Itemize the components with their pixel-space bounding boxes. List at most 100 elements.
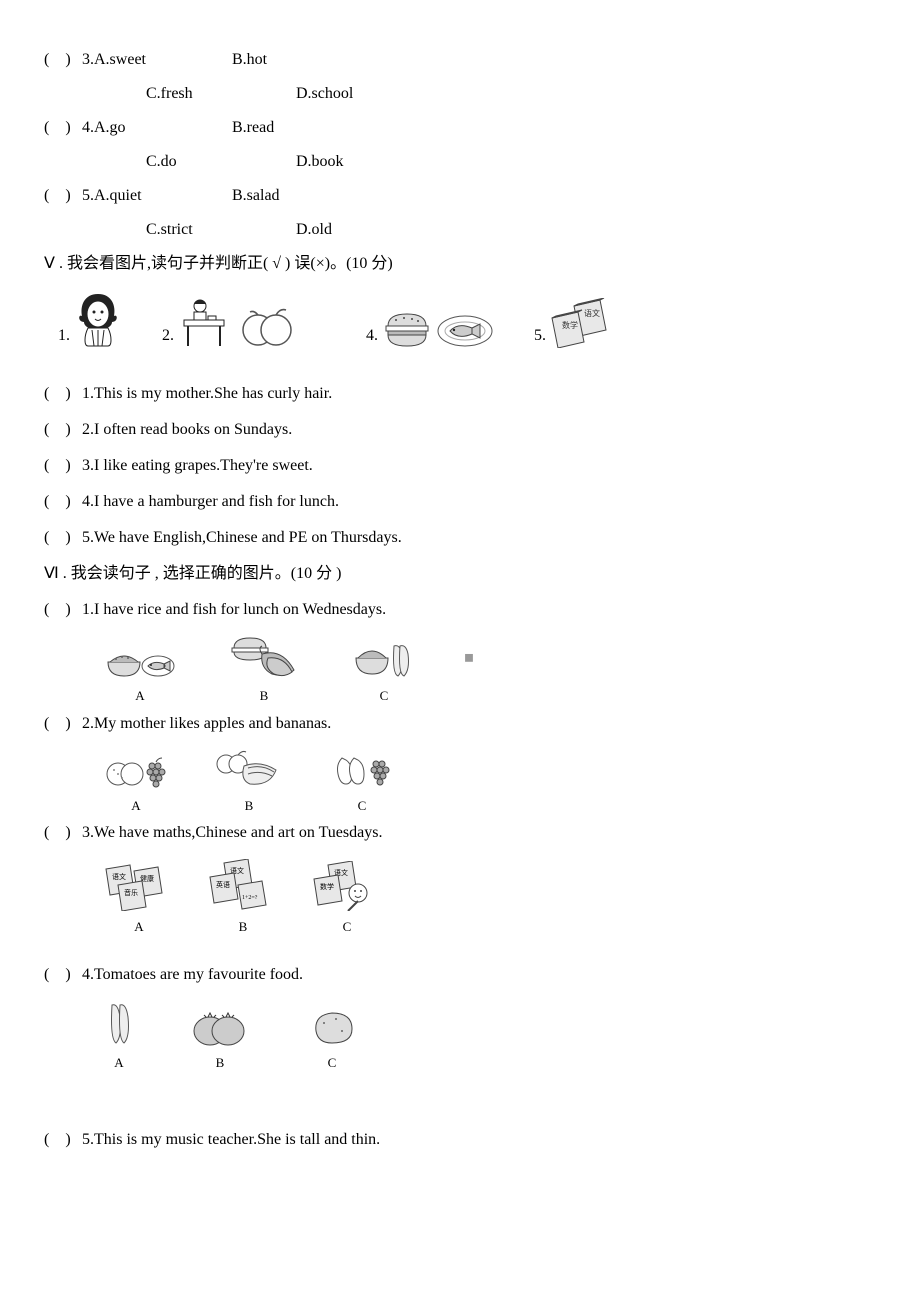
books-b-icon: 语文 英语 1+2=? <box>208 859 278 911</box>
mc-4-b: B.read <box>232 116 382 140</box>
vi-4-a: A <box>104 1001 134 1073</box>
v-img-idx-5: 5. <box>534 324 546 348</box>
hamburger-icon <box>382 312 432 348</box>
paren: ( ) <box>44 526 82 550</box>
mc-3-a: 3.A.sweet <box>82 48 232 72</box>
books-a-icon: 语文 健康 音乐 <box>104 863 174 911</box>
v-item-3: ( ) 3.I like eating grapes.They're sweet… <box>44 454 876 478</box>
v-text-4: 4.I have a hamburger and fish for lunch. <box>82 490 339 514</box>
paren: ( ) <box>44 598 82 622</box>
potato-icon <box>306 1007 358 1047</box>
choice-label-c: C <box>358 796 367 816</box>
rice-fish-icon <box>104 646 176 680</box>
mc-row-4: ( ) 4.A.go B.read <box>44 116 876 140</box>
mc-row-3-cd: C.fresh D.school <box>44 82 876 106</box>
vi-3-choices: 语文 健康 音乐 A 语文 英语 1+2=? B 语文 数学 C <box>104 859 876 937</box>
books-c-icon: 语文 数学 <box>312 861 382 911</box>
fish-plate-icon <box>436 314 494 348</box>
vi-text-5: 5.This is my music teacher.She is tall a… <box>82 1128 380 1152</box>
mc-4-a: 4.A.go <box>82 116 232 140</box>
vi-2-a: A <box>104 752 168 816</box>
choice-label-c: C <box>380 686 389 706</box>
girl-desk-icon <box>178 296 236 348</box>
svg-text:数学: 数学 <box>562 320 578 330</box>
vi-item-2: ( ) 2.My mother likes apples and bananas… <box>44 712 876 736</box>
vi-1-b: B <box>228 636 300 706</box>
vi-text-3: 3.We have maths,Chinese and art on Tuesd… <box>82 821 382 845</box>
choice-label-c: C <box>328 1053 337 1073</box>
choice-label-a: A <box>131 796 140 816</box>
mc-3-b: B.hot <box>232 48 382 72</box>
tomatoes-icon <box>190 1007 250 1047</box>
vi-3-b: 语文 英语 1+2=? B <box>208 859 278 937</box>
v-img-idx-1: 1. <box>58 324 70 348</box>
paren: ( ) <box>44 116 82 140</box>
v-text-2: 2.I often read books on Sundays. <box>82 418 292 442</box>
mc-3-d: D.school <box>296 82 446 106</box>
vi-3-c: 语文 数学 C <box>312 861 382 937</box>
svg-text:1+2=?: 1+2=? <box>242 895 258 901</box>
paren: ( ) <box>44 48 82 72</box>
mc-row-3: ( ) 3.A.sweet B.hot <box>44 48 876 72</box>
v-img-1: 1. <box>58 288 122 348</box>
mc-5-b: B.salad <box>232 184 382 208</box>
section-vi-title: Ⅵ . 我会读句子 , 选择正确的图片。(10 分 ) <box>44 562 876 586</box>
section-v-images: 1. 2. 4. <box>58 288 876 348</box>
paren: ( ) <box>44 490 82 514</box>
svg-text:语文: 语文 <box>112 872 126 881</box>
paren: ( ) <box>44 418 82 442</box>
choice-label-b: B <box>216 1053 225 1073</box>
v-img-2: 2. <box>162 296 296 348</box>
svg-text:音乐: 音乐 <box>124 888 138 897</box>
choice-label-b: B <box>239 917 248 937</box>
vi-text-4: 4.Tomatoes are my favourite food. <box>82 963 303 987</box>
svg-text:数学: 数学 <box>320 882 334 891</box>
svg-text:英语: 英语 <box>216 880 230 889</box>
vi-1-choices: A B C <box>104 636 876 706</box>
paren: ( ) <box>44 712 82 736</box>
choice-label-b: B <box>245 796 254 816</box>
paren: ( ) <box>44 963 82 987</box>
vi-4-b: B <box>190 1007 250 1073</box>
vi-1-c: C <box>352 640 416 706</box>
mc-row-5: ( ) 5.A.quiet B.salad <box>44 184 876 208</box>
mc-5-a: 5.A.quiet <box>82 184 232 208</box>
svg-text:语文: 语文 <box>584 308 600 318</box>
mc-row-5-cd: C.strict D.old <box>44 218 876 242</box>
v-item-5: ( ) 5.We have English,Chinese and PE on … <box>44 526 876 550</box>
rice-beans-icon <box>352 640 416 680</box>
paren: ( ) <box>44 184 82 208</box>
section-v-title: Ⅴ . 我会看图片,读句子并判断正( √ ) 误(×)。(10 分) <box>44 252 876 276</box>
v-item-2: ( ) 2.I often read books on Sundays. <box>44 418 876 442</box>
apples-icon <box>240 304 296 348</box>
vi-1-a: A <box>104 646 176 706</box>
choice-label-a: A <box>134 917 143 937</box>
choice-label-a: A <box>135 686 144 706</box>
choice-label-b: B <box>260 686 269 706</box>
mc-row-4-cd: C.do D.book <box>44 150 876 174</box>
v-img-idx-2: 2. <box>162 324 174 348</box>
mother-icon <box>74 288 122 348</box>
v-text-1: 1.This is my mother.She has curly hair. <box>82 382 332 406</box>
mc-3-c: C.fresh <box>146 82 296 106</box>
vi-2-c: C <box>330 750 394 816</box>
vi-text-1: 1.I have rice and fish for lunch on Wedn… <box>82 598 386 622</box>
books-icon: 语文 数学 <box>550 298 608 348</box>
hamburger-eggplant-icon <box>228 636 300 680</box>
vi-2-b: B <box>214 750 284 816</box>
oranges-grapes-icon <box>104 752 168 790</box>
vi-item-3: ( ) 3.We have maths,Chinese and art on T… <box>44 821 876 845</box>
paren: ( ) <box>44 382 82 406</box>
vi-text-2: 2.My mother likes apples and bananas. <box>82 712 331 736</box>
vi-4-choices: A B C <box>104 1001 876 1073</box>
choice-label-c: C <box>343 917 352 937</box>
v-item-1: ( ) 1.This is my mother.She has curly ha… <box>44 382 876 406</box>
v-text-5: 5.We have English,Chinese and PE on Thur… <box>82 526 402 550</box>
mc-4-c: C.do <box>146 150 296 174</box>
v-img-4: 4. <box>366 312 494 348</box>
vi-2-choices: A B C <box>104 750 876 816</box>
choice-label-a: A <box>114 1053 123 1073</box>
v-img-idx-4: 4. <box>366 324 378 348</box>
v-text-3: 3.I like eating grapes.They're sweet. <box>82 454 313 478</box>
mc-4-d: D.book <box>296 150 446 174</box>
